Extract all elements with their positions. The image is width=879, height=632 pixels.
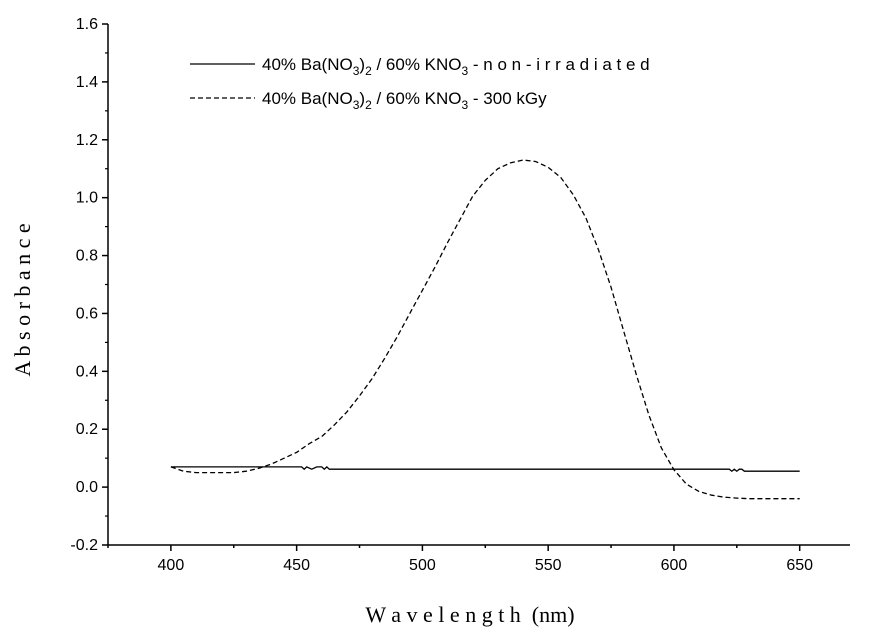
series-line-non-irradiated — [170, 466, 800, 473]
y-axis-ticks: -0.2 0.0 0.2 0.4 0.6 0.8 1.0 1.2 1.4 1.6 — [70, 16, 108, 554]
y-tick-label: 1.6 — [76, 16, 98, 33]
legend-subscript: 2 — [365, 64, 372, 78]
y-axis-title: A b s o r b a n c e — [10, 223, 35, 376]
legend-subscript: 3 — [462, 64, 469, 78]
x-tick-label: 650 — [786, 557, 813, 574]
legend-label: 40% Ba(NO3)2 / 60% KNO3 - 300 kGy — [262, 89, 547, 112]
x-axis-ticks: 400 450 500 550 600 650 — [107, 545, 813, 574]
y-tick-label: 0.4 — [76, 363, 98, 380]
legend-text-part: - 300 kGy — [468, 89, 547, 108]
y-tick-label: 1.2 — [76, 132, 98, 149]
legend-text-part: 40% Ba(NO — [262, 55, 353, 74]
x-axis-title: W a v e l e n g t h (nm) — [365, 602, 574, 627]
y-tick-label: 0.6 — [76, 305, 98, 322]
legend-subscript: 3 — [462, 98, 469, 112]
legend: 40% Ba(NO3)2 / 60% KNO3 - n o n - i r r … — [190, 55, 650, 112]
x-tick-label: 400 — [158, 557, 185, 574]
y-tick-label: 0.0 — [76, 479, 98, 496]
y-tick-label: 0.8 — [76, 248, 98, 265]
legend-label: 40% Ba(NO3)2 / 60% KNO3 - n o n - i r r … — [262, 55, 650, 78]
legend-text-part: - n o n - i r r a d i a t e d — [468, 55, 649, 74]
y-tick-label: 0.2 — [76, 421, 98, 438]
legend-subscript: 3 — [353, 64, 360, 78]
legend-text-part: / 60% KNO — [372, 55, 462, 74]
y-tick-label: 1.4 — [76, 74, 98, 91]
legend-text-part: ) — [359, 55, 365, 74]
data-series — [170, 159, 800, 500]
legend-text-part: 40% Ba(NO — [262, 89, 353, 108]
x-tick-label: 550 — [535, 557, 562, 574]
legend-text-part: ) — [359, 89, 365, 108]
x-tick-label: 600 — [661, 557, 688, 574]
legend-subscript: 2 — [365, 98, 372, 112]
series-line-300kgy — [170, 159, 800, 500]
y-tick-label: -0.2 — [70, 537, 98, 554]
y-tick-label: 1.0 — [76, 190, 98, 207]
x-tick-label: 450 — [283, 557, 310, 574]
legend-subscript: 3 — [353, 98, 360, 112]
x-tick-label: 500 — [409, 557, 436, 574]
legend-text-part: / 60% KNO — [372, 89, 462, 108]
